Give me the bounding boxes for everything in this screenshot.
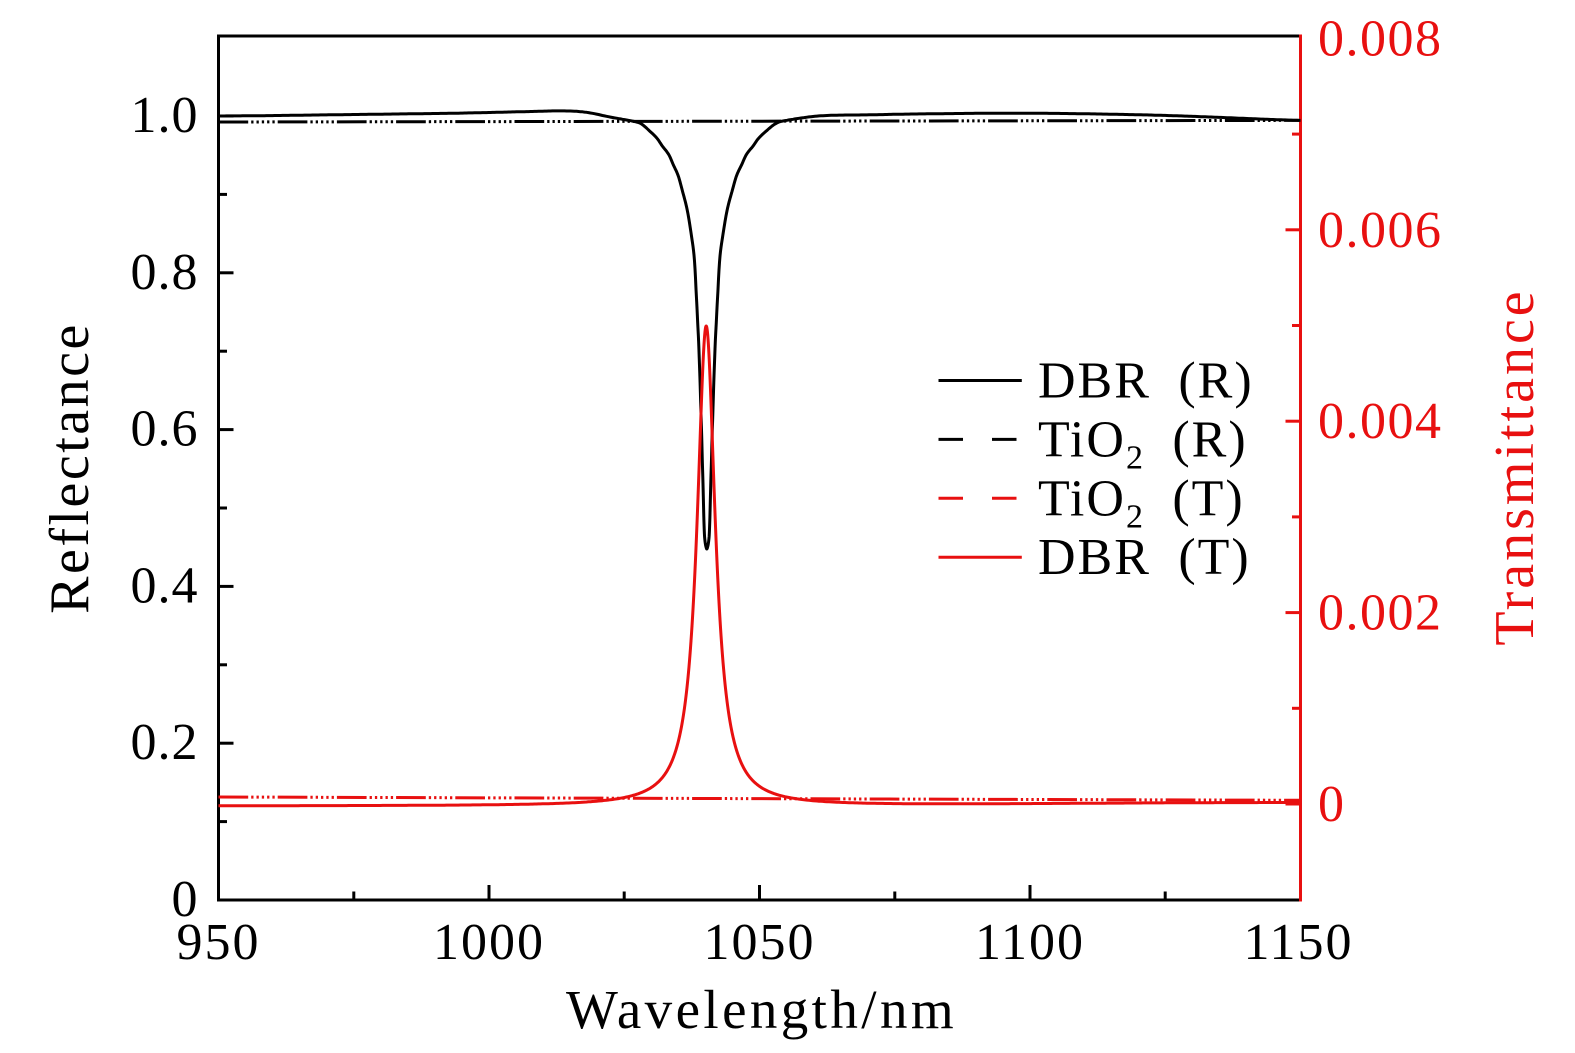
- svg-text:Reflectance: Reflectance: [39, 322, 101, 614]
- svg-text:0.2: 0.2: [131, 714, 199, 771]
- svg-text:1000: 1000: [433, 914, 545, 971]
- svg-text:TiO2 (T): TiO2 (T): [1038, 470, 1245, 535]
- svg-text:0.4: 0.4: [131, 557, 199, 614]
- svg-text:0.004: 0.004: [1318, 393, 1443, 450]
- svg-text:0: 0: [1318, 776, 1346, 833]
- svg-text:DBR (T): DBR (T): [1038, 529, 1251, 586]
- svg-text:DBR (R): DBR (R): [1038, 353, 1254, 410]
- svg-text:1100: 1100: [975, 914, 1085, 971]
- svg-text:Wavelength/nm: Wavelength/nm: [566, 979, 957, 1040]
- svg-text:0.002: 0.002: [1318, 585, 1443, 642]
- svg-text:0.006: 0.006: [1318, 202, 1443, 259]
- svg-text:0: 0: [172, 871, 199, 928]
- svg-text:0.6: 0.6: [131, 401, 199, 458]
- svg-text:1.0: 1.0: [131, 87, 199, 144]
- svg-text:0.8: 0.8: [131, 244, 199, 301]
- svg-text:1150: 1150: [1243, 914, 1353, 971]
- svg-text:Transmittance: Transmittance: [1484, 288, 1546, 645]
- svg-text:950: 950: [177, 914, 261, 971]
- svg-text:0.008: 0.008: [1318, 10, 1443, 67]
- svg-text:1050: 1050: [704, 914, 816, 971]
